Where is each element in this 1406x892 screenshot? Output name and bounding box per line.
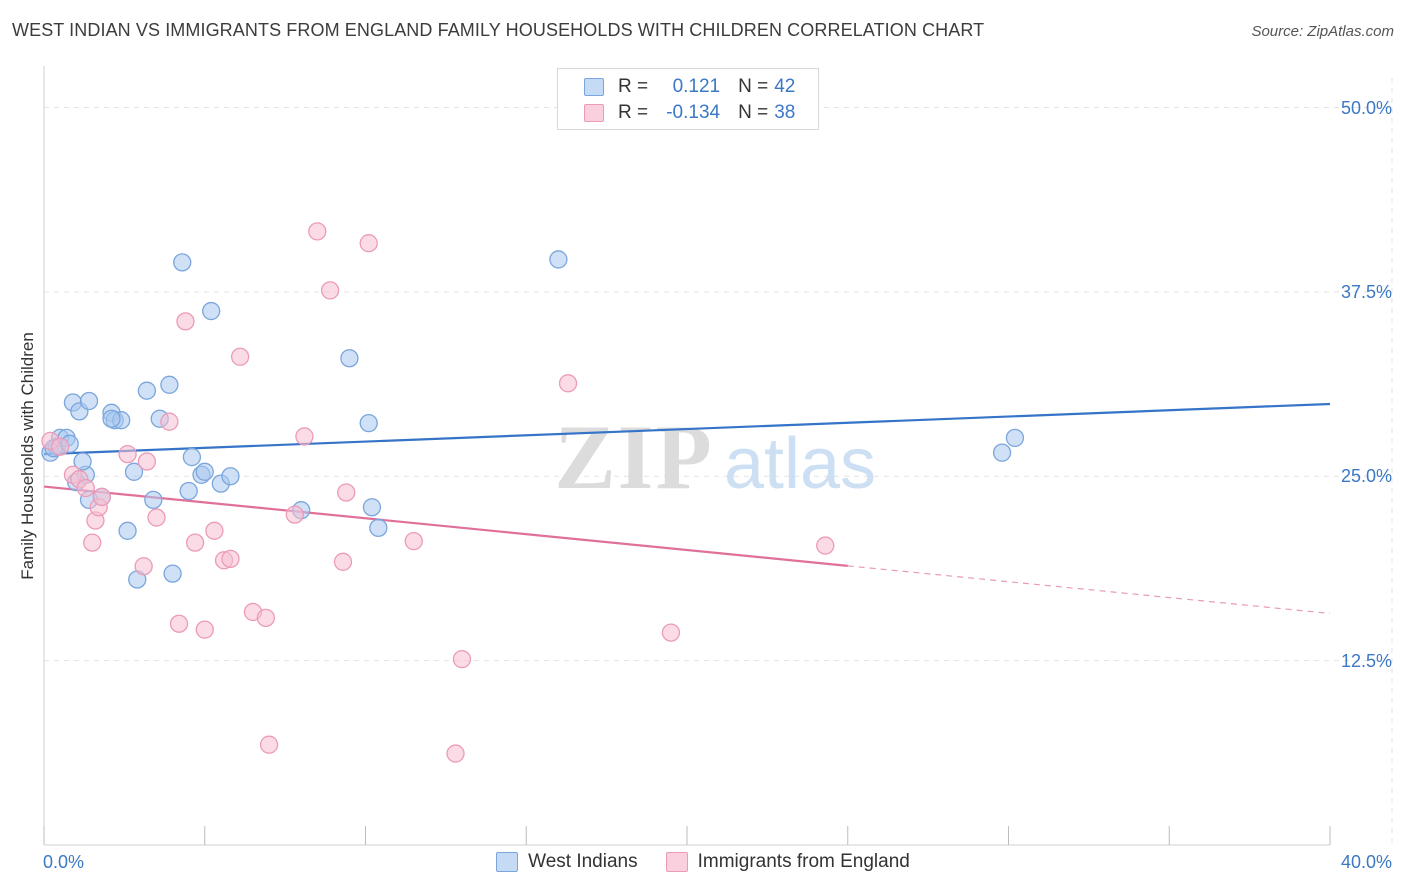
immigrants-england-point [169, 614, 189, 633]
west-indians-point [118, 521, 137, 540]
series-legend: West Indians Immigrants from England [0, 851, 1406, 873]
immigrants-england-point [176, 312, 195, 331]
grid-lines [44, 107, 1392, 662]
legend-n-label: N = [738, 102, 769, 123]
west-indians-point [1005, 428, 1025, 448]
immigrants-england-point [195, 620, 214, 639]
watermark: ZIP atlas [554, 406, 876, 508]
immigrants-england-point [134, 557, 153, 576]
west-indians-point [340, 349, 359, 368]
immigrants-england-point [230, 347, 250, 366]
west-indians-point [362, 498, 382, 517]
immigrants-england-point [446, 744, 465, 763]
legend-swatch-blue [496, 852, 519, 872]
immigrants-england-point [816, 536, 835, 555]
immigrants-england-point [185, 533, 205, 552]
y-tick-label: 37.5% [1340, 281, 1392, 302]
immigrants-england-point [137, 452, 157, 471]
west-indians-point [221, 467, 240, 486]
immigrants-england-point [221, 549, 240, 568]
west-indians-point [173, 253, 192, 272]
chart-title: WEST INDIAN VS IMMIGRANTS FROM ENGLAND F… [12, 20, 985, 40]
legend-r-label: R = [618, 76, 649, 97]
immigrants-england-point [259, 735, 279, 754]
watermark-atlas: atlas [724, 424, 876, 504]
x-tick-label: 0.0% [43, 852, 85, 872]
legend-item-immigrants-england: Immigrants from England [665, 851, 910, 873]
west-indians-point [182, 447, 202, 467]
legend-r-label: R = [618, 102, 649, 123]
trend-line-dashed [847, 565, 1331, 615]
data-points [41, 222, 1025, 763]
immigrants-england-point [83, 533, 102, 552]
immigrants-england-point [320, 281, 340, 300]
trend-line-solid [43, 485, 848, 567]
west-indians-point [79, 391, 99, 411]
trend-lines [43, 402, 1331, 615]
y-tick-label: 12.5% [1340, 650, 1392, 671]
immigrants-england-point [452, 650, 472, 669]
trend-line-solid [43, 402, 1331, 456]
y-tick-label: 25.0% [1340, 466, 1392, 487]
west-indians-point [369, 518, 388, 538]
immigrants-england-point [359, 234, 378, 253]
legend-row-immigrants-england: R = -0.134 N = 38 [584, 101, 795, 125]
legend-item-west-indians: West Indians [496, 851, 638, 873]
immigrants-england-point [661, 623, 681, 642]
immigrants-england-point [295, 427, 314, 446]
immigrants-england-point [50, 437, 70, 456]
legend-n-value: 42 [774, 76, 796, 97]
immigrants-england-point [92, 487, 112, 507]
axes [43, 66, 1393, 846]
immigrants-england-point [333, 552, 353, 571]
correlation-legend: R = 0.121 N = 42 R = -0.134 N = 38 [557, 68, 819, 130]
legend-r-value: 0.121 [672, 76, 721, 97]
immigrants-england-point [285, 505, 304, 524]
west-indians-point [124, 462, 144, 481]
legend-n-value: 38 [774, 102, 796, 123]
y-axis-label: Family Households with Children [18, 332, 37, 580]
legend-label-west-indians: West Indians [528, 851, 638, 872]
west-indians-point [163, 564, 182, 583]
legend-row-west-indians: R = 0.121 N = 42 [584, 75, 795, 99]
west-indians-point [137, 381, 157, 400]
immigrants-england-point [256, 608, 275, 627]
west-indians-point [73, 452, 92, 471]
legend-swatch-blue [584, 78, 604, 96]
x-tick-label: 40.0% [1340, 852, 1392, 872]
immigrants-england-point [118, 444, 137, 464]
legend-swatch-pink [665, 852, 688, 872]
west-indians-point [992, 443, 1012, 462]
immigrants-england-point [147, 508, 166, 527]
west-indians-point [202, 301, 221, 321]
legend-swatch-pink [584, 104, 604, 122]
west-indians-point [160, 375, 179, 394]
west-indians-point [102, 409, 121, 428]
immigrants-england-point [76, 478, 95, 498]
legend-r-value: -0.134 [666, 102, 721, 123]
y-tick-label: 50.0% [1340, 97, 1392, 118]
west-indians-point [179, 481, 198, 501]
west-indians-point [195, 462, 214, 481]
watermark-zip: ZIP [554, 406, 713, 508]
source-label: Source: ZipAtlas.com [1251, 23, 1394, 40]
immigrants-england-point [160, 412, 179, 431]
immigrants-england-point [337, 483, 356, 502]
west-indians-point [359, 413, 378, 433]
west-indians-point [144, 490, 163, 510]
immigrants-england-point [404, 532, 423, 551]
legend-label-immigrants-england: Immigrants from England [697, 851, 910, 872]
legend-n-label: N = [738, 76, 769, 97]
immigrants-england-point [558, 374, 578, 393]
west-indians-point [549, 250, 568, 269]
immigrants-england-point [205, 521, 224, 540]
immigrants-england-point [308, 222, 327, 241]
